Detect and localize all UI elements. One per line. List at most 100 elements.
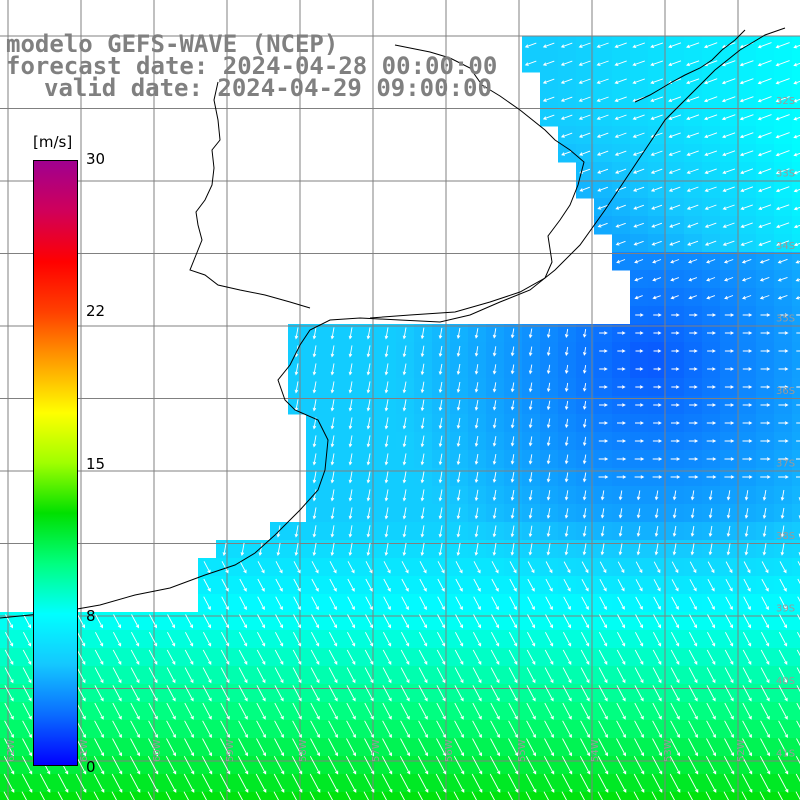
wind-arrow <box>94 685 104 702</box>
wind-arrow <box>651 222 663 228</box>
wind-arrow <box>759 276 770 282</box>
wind-arrow <box>560 78 573 84</box>
wind-arrow <box>256 649 266 665</box>
wind-arrow <box>668 150 681 156</box>
wind-arrow <box>633 186 645 192</box>
wind-arrow <box>796 440 800 442</box>
wind-arrow <box>668 132 681 138</box>
wind-arrow <box>635 614 643 629</box>
wind-arrow <box>686 204 699 210</box>
wind-arrow <box>492 471 497 483</box>
wind-arrow <box>633 240 644 246</box>
wind-arrow <box>472 685 482 702</box>
wind-arrow <box>274 738 284 757</box>
wind-arrow <box>545 596 553 611</box>
wind-arrow <box>507 773 519 793</box>
wind-arrow <box>402 381 407 394</box>
wind-arrow <box>778 667 788 684</box>
wind-arrow <box>527 631 536 647</box>
wind-arrow <box>220 649 230 665</box>
wind-arrow <box>456 327 461 339</box>
wind-arrow <box>797 631 800 639</box>
wind-arrow <box>797 578 800 585</box>
wind-arrow <box>543 755 555 775</box>
wind-arrow <box>722 240 735 246</box>
wind-arrow <box>420 345 425 358</box>
wind-arrow <box>438 363 443 375</box>
wind-arrow <box>420 471 425 484</box>
wind-arrow <box>562 738 572 757</box>
wind-arrow <box>615 773 627 793</box>
wind-arrow <box>220 738 230 757</box>
wind-arrow <box>758 186 772 193</box>
wind-arrow <box>400 685 410 702</box>
wind-arrow <box>579 755 591 775</box>
wind-arrow <box>544 702 554 720</box>
wind-arrow <box>578 114 591 120</box>
wind-arrow <box>760 667 770 684</box>
wind-arrow <box>329 614 337 629</box>
wind-arrow <box>778 457 789 461</box>
wind-arrow <box>330 363 335 376</box>
wind-arrow <box>797 596 800 603</box>
coastline-south <box>0 27 786 619</box>
wind-arrow <box>401 578 409 592</box>
latitude-label: 37S <box>776 459 795 470</box>
wind-arrow <box>489 773 501 793</box>
wind-arrow <box>312 381 317 394</box>
wind-arrow <box>401 631 410 647</box>
wind-arrow <box>490 649 500 665</box>
wind-arrow <box>564 525 569 538</box>
wind-arrow <box>328 720 338 739</box>
wind-arrow <box>364 667 374 684</box>
wind-arrow <box>183 791 189 800</box>
wind-arrow <box>455 596 463 611</box>
wind-arrow <box>222 542 227 557</box>
wind-arrow <box>546 525 551 538</box>
wind-cell <box>774 792 793 800</box>
wind-arrow <box>795 278 800 282</box>
longitude-label: 55W <box>517 739 528 762</box>
wind-arrow <box>184 738 194 757</box>
wind-arrow <box>618 508 623 519</box>
wind-arrow <box>564 418 569 429</box>
wind-arrow <box>437 561 445 574</box>
wind-arrow <box>4 738 14 757</box>
wind-arrow <box>75 791 81 800</box>
wind-arrow <box>22 702 32 720</box>
wind-arrow <box>528 507 533 519</box>
wind-arrow <box>582 508 587 519</box>
wind-arrow <box>614 132 627 138</box>
wind-arrow <box>418 667 428 684</box>
wind-arrow <box>112 702 122 720</box>
wind-arrow <box>561 791 567 800</box>
longitude-label: 56W <box>444 739 455 762</box>
wind-arrow <box>364 738 374 757</box>
wind-arrow <box>740 168 754 175</box>
wind-arrow <box>596 150 609 156</box>
wind-arrow <box>668 96 682 103</box>
wind-arrow <box>724 313 735 317</box>
wind-arrow <box>418 702 428 720</box>
wind-arrow <box>436 667 446 684</box>
wind-arrow <box>328 738 338 757</box>
wind-arrow <box>760 385 771 389</box>
wind-arrow <box>796 685 800 693</box>
wind-arrow <box>726 525 731 537</box>
wind-arrow <box>527 561 535 574</box>
wind-arrow <box>294 381 299 394</box>
wind-arrow <box>796 386 800 388</box>
wind-arrow <box>76 649 86 665</box>
wind-arrow <box>330 399 335 412</box>
wind-arrow <box>725 596 733 611</box>
wind-cell <box>36 792 55 800</box>
wind-cell <box>792 324 800 343</box>
wind-arrow <box>775 42 790 49</box>
wind-arrow <box>112 720 122 739</box>
wind-arrow <box>653 403 662 407</box>
wind-arrow <box>22 649 32 665</box>
wind-arrow <box>671 579 679 592</box>
wind-arrow <box>688 277 698 282</box>
wind-arrow <box>348 453 353 466</box>
wind-arrow <box>722 168 736 175</box>
